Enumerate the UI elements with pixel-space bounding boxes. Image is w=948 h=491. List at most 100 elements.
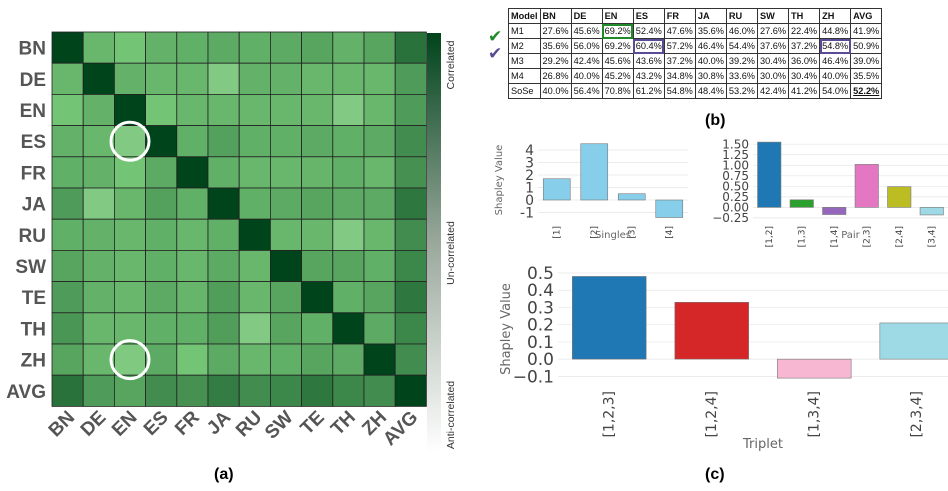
heatmap-cell (394, 125, 427, 158)
heatmap-cell (238, 218, 271, 251)
table-cell: 48.4% (694, 83, 727, 99)
y-tick-label: 0.25 (722, 190, 749, 204)
table-cell: 56.4% (570, 83, 603, 99)
heatmap-row-label: FR (21, 163, 47, 184)
heatmap-col-label: FR (171, 407, 204, 440)
heatmap-cell (301, 187, 334, 220)
bar (572, 276, 647, 360)
heatmap-cell (207, 156, 240, 189)
colorbar (427, 33, 441, 453)
table-cell: 52.2% (850, 83, 883, 99)
heatmap-cell (269, 281, 302, 314)
heatmap-cell (363, 125, 396, 158)
heatmap-cell (82, 125, 115, 158)
table-cell: 50.9% (850, 38, 883, 54)
heatmap-cell (238, 187, 271, 220)
y-axis-label: Shapley Value (499, 283, 514, 375)
heatmap-cell (269, 249, 302, 282)
y-tick-label: 0.3 (527, 298, 554, 318)
heatmap-cell (176, 187, 209, 220)
heatmap-cell (145, 156, 178, 189)
heatmap-cell (145, 187, 178, 220)
heatmap-row-label: BN (19, 39, 46, 60)
heatmap-cell (207, 31, 240, 64)
heatmap-cell (301, 156, 334, 189)
y-tick-label: 0.1 (527, 333, 554, 353)
heatmap-cell (114, 374, 147, 407)
heatmap-cell (51, 125, 84, 158)
table-header-cell: BN (539, 8, 572, 24)
y-tick-label: 0.0 (527, 350, 554, 370)
table-cell: 45.6% (601, 53, 634, 69)
heatmap-cell (301, 218, 334, 251)
table-header-row: Model BN DE EN ES FR JA RU SW TH ZH AVG (508, 8, 883, 24)
table-header-cell: ES (632, 8, 665, 24)
highlight-circle (109, 339, 151, 381)
heatmap-row-label: TE (22, 288, 46, 309)
bar (777, 358, 852, 379)
heatmap-row-label: ES (21, 132, 46, 153)
heatmap-cell (51, 62, 84, 95)
table-cell: M2 (508, 38, 541, 54)
heatmap-cell (82, 156, 115, 189)
y-tick-label: 1.25 (722, 148, 749, 162)
heatmap-cell (301, 281, 334, 314)
y-tick-label: 0.00 (722, 201, 749, 215)
table-cell: 35.5% (850, 68, 883, 84)
heatmap-cell (238, 281, 271, 314)
bar (822, 207, 847, 215)
x-axis-label: Pair (841, 230, 860, 241)
heatmap-row-label: TH (21, 319, 46, 340)
y-tick-label: −0.1 (513, 367, 554, 387)
y-tick-label: 1.00 (722, 158, 749, 172)
heatmap-cell (394, 374, 427, 407)
x-tick-label: [3,4] (927, 226, 937, 247)
x-tick-label: [1,2,3] (601, 391, 617, 438)
heatmap-cell (176, 62, 209, 95)
heatmap-cell (207, 94, 240, 127)
heatmap-cell (82, 249, 115, 282)
heatmap-cell (51, 281, 84, 314)
table-cell: 54.4% (725, 38, 758, 54)
heatmap-cell (114, 31, 147, 64)
heatmap-cell (51, 156, 84, 189)
heatmap-chart: BNBNDEDEENENESESFRFRJAJARURUSWSWTETETHTH… (6, 31, 457, 453)
heatmap-cell (207, 62, 240, 95)
heatmap-cell (394, 281, 427, 314)
heatmap-cell (145, 374, 178, 407)
heatmap-cell (176, 218, 209, 251)
heatmap-cell (82, 31, 115, 64)
table-cell: 30.4% (756, 53, 790, 69)
heatmap-col-label: DE (77, 407, 111, 441)
heatmap-cell (238, 125, 271, 158)
heatmap-cell (363, 374, 396, 407)
table-cell: 69.2% (601, 23, 634, 39)
table-cell: 40.0% (570, 68, 603, 84)
table-cell: 42.4% (756, 83, 790, 99)
bar (542, 178, 571, 201)
bar (854, 164, 879, 208)
table-cell: 37.6% (756, 38, 790, 54)
heatmap-cell (114, 281, 147, 314)
y-tick-label: 0.4 (527, 281, 554, 301)
table-cell: 36.0% (788, 53, 821, 69)
table-cell: 53.2% (725, 83, 758, 99)
heatmap-cell (269, 156, 302, 189)
heatmap-cell (394, 218, 427, 251)
table-cell: 54.8% (663, 83, 696, 99)
x-tick-label: [1,3] (797, 226, 807, 247)
heatmap-cell (207, 312, 240, 345)
heatmap-cell (82, 94, 115, 127)
heatmap-cell (207, 374, 240, 407)
heatmap-cell (269, 31, 302, 64)
table-cell: M1 (508, 23, 541, 39)
table-row: M4 26.8% 40.0% 45.2% 43.2% 34.8% 30.8% 33.6% 30.… (508, 68, 883, 84)
heatmap-cell (207, 249, 240, 282)
bar (617, 193, 646, 201)
heatmap-cell (269, 62, 302, 95)
x-tick-label: [1,3,4] (806, 391, 822, 438)
heatmap-cell (176, 125, 209, 158)
table-cell: 35.6% (694, 23, 727, 39)
heatmap-col-label: ES (140, 407, 173, 440)
table-cell: 44.8% (819, 23, 852, 39)
